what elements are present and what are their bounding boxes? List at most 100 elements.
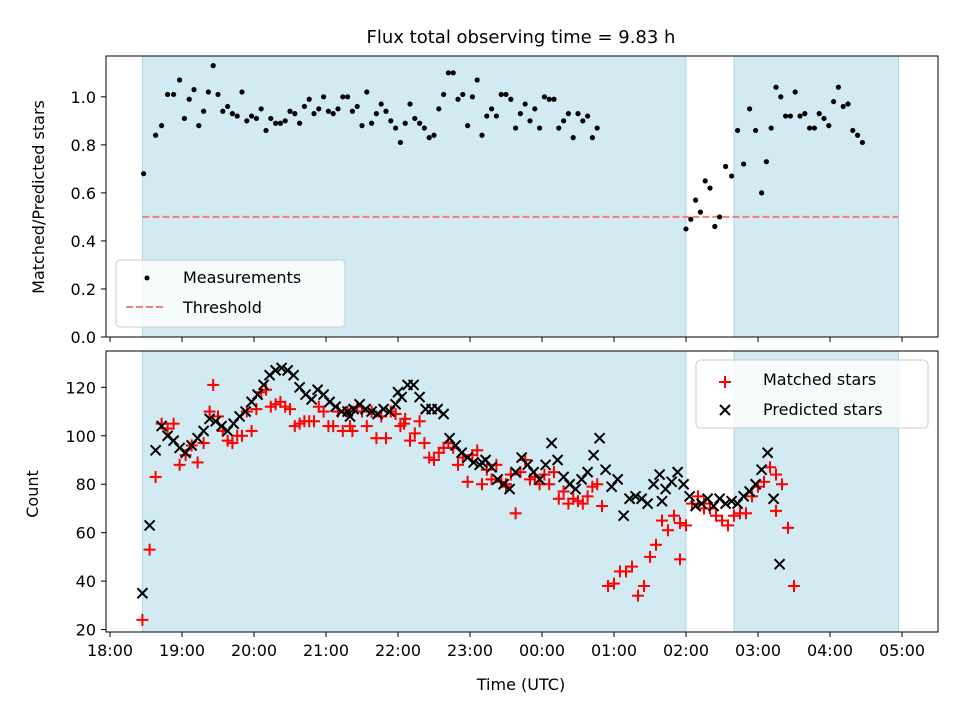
matched-star-point bbox=[674, 516, 686, 529]
matched-star-point bbox=[136, 613, 149, 626]
measurement-point bbox=[436, 106, 442, 112]
matched-star-point bbox=[543, 478, 556, 491]
y-tick-label: 80 bbox=[76, 475, 96, 494]
matched-star-point bbox=[557, 485, 570, 498]
predicted-star-point bbox=[641, 497, 654, 510]
matched-star-point bbox=[638, 579, 650, 592]
y-tick-label: 0.2 bbox=[71, 280, 96, 299]
measurement-point bbox=[215, 91, 221, 98]
predicted-star-point bbox=[569, 483, 582, 495]
measurement-point bbox=[565, 111, 572, 117]
predicted-star-point bbox=[251, 388, 264, 401]
measurement-point bbox=[249, 113, 255, 119]
measurement-point bbox=[335, 106, 341, 112]
matched-star-point bbox=[656, 514, 668, 527]
matched-star-point bbox=[236, 429, 248, 442]
measurement-point bbox=[816, 111, 822, 117]
matched-star-point bbox=[480, 463, 493, 476]
measurement-point bbox=[589, 135, 596, 141]
predicted-star-point bbox=[305, 393, 318, 406]
measurement-point bbox=[292, 111, 298, 117]
measurement-point bbox=[570, 135, 576, 141]
matched-star-point bbox=[788, 579, 800, 592]
measurement-point bbox=[792, 89, 798, 95]
x-tick-label: 04:00 bbox=[807, 641, 853, 660]
predicted-star-point bbox=[671, 466, 684, 478]
measurement-point bbox=[412, 115, 418, 122]
matched-star-point bbox=[317, 405, 330, 418]
matched-star-point bbox=[632, 589, 644, 602]
matched-star-point bbox=[428, 454, 440, 467]
matched-star-point bbox=[250, 403, 263, 416]
measurement-point bbox=[201, 108, 207, 114]
measurement-point bbox=[369, 120, 375, 126]
measurement-point bbox=[717, 214, 723, 220]
measurement-point bbox=[306, 96, 312, 102]
matched-star-point bbox=[776, 478, 788, 491]
measurement-point bbox=[787, 113, 794, 119]
measurement-point bbox=[688, 216, 694, 222]
measurement-point bbox=[445, 70, 451, 76]
measurement-point bbox=[191, 87, 197, 93]
measurement-point bbox=[258, 106, 264, 112]
measurement-point bbox=[474, 77, 480, 83]
measurement-point bbox=[469, 94, 475, 100]
measurement-point bbox=[712, 223, 718, 230]
matched-star-point bbox=[344, 420, 356, 433]
measurement-points bbox=[141, 63, 866, 232]
matched-star-point bbox=[770, 504, 782, 517]
predicted-star-point bbox=[437, 408, 450, 420]
predicted-star-point bbox=[593, 432, 606, 444]
measurement-point bbox=[546, 96, 552, 102]
matched-star-point bbox=[191, 456, 204, 469]
predicted-star-point bbox=[689, 500, 702, 512]
measurement-point bbox=[407, 101, 413, 107]
measurement-point bbox=[697, 209, 704, 215]
measurement-point bbox=[835, 84, 842, 90]
predicted-star-point bbox=[749, 478, 762, 490]
matched-star-point bbox=[398, 417, 410, 430]
y-tick-label: 100 bbox=[65, 427, 96, 446]
measurement-point bbox=[759, 190, 765, 196]
predicted-star-point bbox=[581, 466, 594, 478]
matched-star-point bbox=[149, 470, 162, 483]
measurement-point bbox=[441, 91, 447, 98]
measurement-point bbox=[196, 123, 202, 129]
measurement-point bbox=[402, 120, 408, 126]
measurement-point bbox=[345, 94, 351, 100]
predicted-star-point bbox=[647, 478, 660, 490]
measurement-point bbox=[575, 111, 581, 117]
y-tick-label: 0.0 bbox=[71, 328, 96, 347]
matched-star-point bbox=[770, 468, 782, 481]
predicted-star-point bbox=[392, 386, 404, 398]
measurement-point bbox=[811, 125, 818, 131]
predicted-star-point bbox=[155, 420, 168, 432]
predicted-star-point bbox=[545, 437, 558, 449]
predicted-star-point bbox=[377, 403, 390, 415]
predicted-star-point bbox=[683, 490, 696, 503]
matched-star-point bbox=[418, 437, 431, 450]
x-tick-label: 02:00 bbox=[663, 641, 709, 660]
x-tick-label: 20:00 bbox=[231, 641, 277, 660]
bottom-y-axis-label: Count bbox=[23, 470, 42, 518]
measurement-point bbox=[517, 111, 524, 117]
measurement-point bbox=[489, 106, 495, 112]
measurement-point bbox=[378, 101, 384, 107]
predicted-star-point bbox=[539, 459, 552, 471]
measurement-point bbox=[210, 63, 216, 69]
measurement-point bbox=[301, 103, 307, 110]
bottom-x-ticks: 18:00 19:00 20:00 21:00 22:00 23:00 00:00 01:00… bbox=[87, 632, 925, 660]
measurement-point bbox=[316, 106, 322, 112]
measurement-point bbox=[479, 132, 485, 138]
measurement-point bbox=[484, 113, 490, 119]
measurement-point bbox=[253, 115, 259, 122]
measurement-point bbox=[234, 113, 240, 119]
measurement-point bbox=[831, 99, 837, 105]
predicted-star-point bbox=[257, 379, 270, 391]
measurement-point bbox=[397, 139, 403, 146]
matched-star-point bbox=[740, 507, 752, 520]
x-axis-label: Time (UTC) bbox=[476, 675, 565, 694]
measurement-point bbox=[741, 161, 747, 167]
measurement-point bbox=[773, 84, 779, 90]
